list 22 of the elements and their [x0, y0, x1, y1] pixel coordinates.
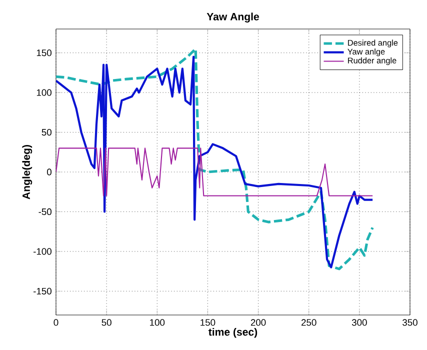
- x-tick-label: 300: [352, 319, 367, 326]
- x-tick-label: 350: [402, 319, 418, 326]
- x-tick-label: 100: [150, 319, 165, 326]
- y-tick-label: 150: [36, 50, 52, 56]
- chart-title: Yaw Angle: [206, 12, 260, 23]
- y-tick-label: -150: [34, 288, 52, 294]
- y-axis-title: Angle(deg): [22, 144, 32, 200]
- y-tick-label: -100: [34, 248, 52, 255]
- legend-label: Rudder angle: [348, 57, 396, 66]
- y-tick-label: 0: [47, 168, 52, 176]
- legend-label: Yaw anlge: [348, 48, 385, 56]
- line-series: [56, 148, 374, 196]
- x-tick-label: 250: [302, 319, 316, 326]
- x-tick-label: 200: [250, 319, 266, 326]
- y-tick-label: 100: [36, 89, 52, 96]
- legend-label: Desired angle: [348, 40, 398, 48]
- x-tick-label: 0: [54, 319, 58, 326]
- y-tick-label: 50: [42, 128, 52, 136]
- x-tick-label: 150: [200, 319, 216, 326]
- x-axis-title: time (sec): [208, 328, 258, 338]
- y-tick-label: -50: [38, 208, 52, 216]
- x-tick-label: 50: [102, 319, 112, 326]
